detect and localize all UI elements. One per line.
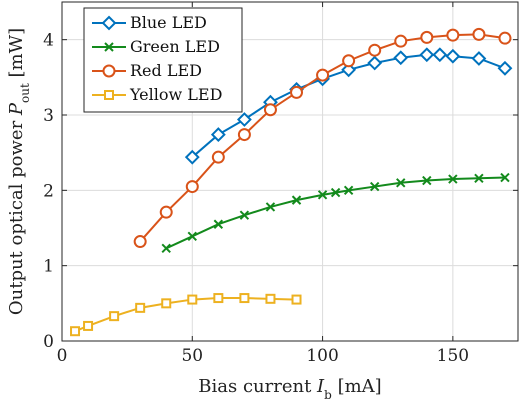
data-point-blue-led (471, 51, 487, 66)
data-point-yellow-led (70, 326, 81, 337)
y-tick-label: 1 (43, 257, 54, 277)
legend-label-yellow-led: Yellow LED (129, 85, 222, 104)
x-tick-label: 0 (57, 346, 68, 366)
data-point-blue-led (445, 48, 461, 64)
data-point-blue-led (432, 47, 448, 63)
data-point-yellow-led (161, 298, 172, 309)
data-point-red-led (290, 85, 304, 99)
data-point-red-led (394, 34, 408, 48)
data-point-blue-led (393, 50, 409, 66)
data-point-red-led (498, 31, 512, 45)
data-point-green-led (448, 174, 458, 184)
series-layer (70, 27, 513, 337)
data-point-green-led (317, 190, 328, 200)
series-yellow-led (70, 293, 302, 337)
data-point-yellow-led (239, 293, 250, 304)
data-point-yellow-led (109, 311, 120, 322)
data-point-red-led (446, 28, 460, 42)
legend: Blue LED Green LED Red LED Yellow LED (83, 7, 243, 113)
x-tick-label: 150 (437, 346, 469, 366)
y-axis-label-sub: out (18, 83, 32, 103)
series-red-led (133, 27, 512, 249)
x-axis-label-sub: b (324, 388, 332, 402)
data-point-yellow-led (187, 294, 198, 305)
data-point-red-led (263, 103, 277, 117)
y-axis-label: Output optical power Pout [mW] (6, 28, 32, 315)
y-tick-label: 2 (43, 181, 54, 201)
data-point-red-led (237, 128, 251, 142)
data-point-green-led (187, 231, 197, 241)
series-line-green-led (165, 176, 506, 250)
legend-label-green-led: Green LED (130, 37, 220, 56)
data-point-green-led (291, 195, 302, 205)
data-point-blue-led (210, 127, 226, 143)
data-point-green-led (265, 202, 276, 212)
data-point-green-led (161, 243, 171, 254)
data-point-green-led (213, 219, 224, 229)
y-axis-label-unit: [mW] (6, 28, 27, 83)
data-point-red-led (342, 54, 356, 68)
data-point-red-led (316, 68, 330, 82)
legend-label-red-led: Red LED (130, 61, 202, 80)
y-tick-label: 4 (43, 31, 54, 51)
data-point-red-led (159, 205, 173, 219)
data-point-blue-led (419, 47, 435, 63)
y-tick-label: 3 (43, 106, 54, 126)
legend-marker-yellow-led (104, 90, 114, 100)
data-point-blue-led (236, 112, 252, 127)
data-point-green-led (369, 181, 380, 192)
data-point-blue-led (367, 55, 383, 71)
data-point-red-led (368, 43, 382, 57)
data-point-green-led (422, 175, 432, 186)
data-point-blue-led (497, 60, 513, 76)
data-point-red-led (472, 27, 486, 41)
data-point-red-led (420, 30, 434, 44)
data-point-green-led (500, 172, 510, 183)
data-point-green-led (396, 178, 406, 188)
data-point-green-led (343, 185, 354, 196)
legend-marker-red-led (102, 64, 116, 78)
series-green-led (161, 172, 510, 254)
x-axis-label-symbol: I (316, 376, 325, 397)
legend-marker-green-led (104, 42, 114, 52)
x-tick-label: 50 (181, 346, 203, 366)
data-point-green-led (474, 173, 484, 183)
x-axis-label: Bias current Ib [mA] (198, 376, 381, 402)
data-point-red-led (133, 235, 147, 249)
data-point-red-led (185, 180, 199, 194)
data-point-blue-led (341, 62, 357, 78)
data-point-green-led (239, 210, 250, 220)
y-axis-label-main: Output optical power (6, 115, 27, 315)
x-axis-label-main: Bias current (198, 376, 317, 397)
data-point-yellow-led (135, 302, 146, 313)
x-tick-label: 100 (306, 346, 338, 366)
legend-label-blue-led: Blue LED (130, 13, 207, 32)
data-point-yellow-led (213, 293, 224, 304)
axis-ticks: 0 50 100 150 0 1 2 3 4 (43, 2, 518, 366)
series-line-yellow-led (74, 297, 297, 333)
data-point-yellow-led (83, 320, 94, 331)
y-axis-label-symbol: P (6, 102, 27, 116)
data-point-yellow-led (265, 293, 276, 304)
legend-marker-blue-led (101, 15, 117, 31)
data-point-blue-led (184, 149, 200, 165)
data-point-yellow-led (291, 294, 302, 305)
x-axis-label-unit: [mA] (332, 376, 382, 397)
plot-frame (61, 1, 519, 342)
y-tick-label: 0 (43, 332, 54, 352)
data-point-red-led (211, 150, 225, 164)
data-point-green-led (330, 187, 341, 198)
